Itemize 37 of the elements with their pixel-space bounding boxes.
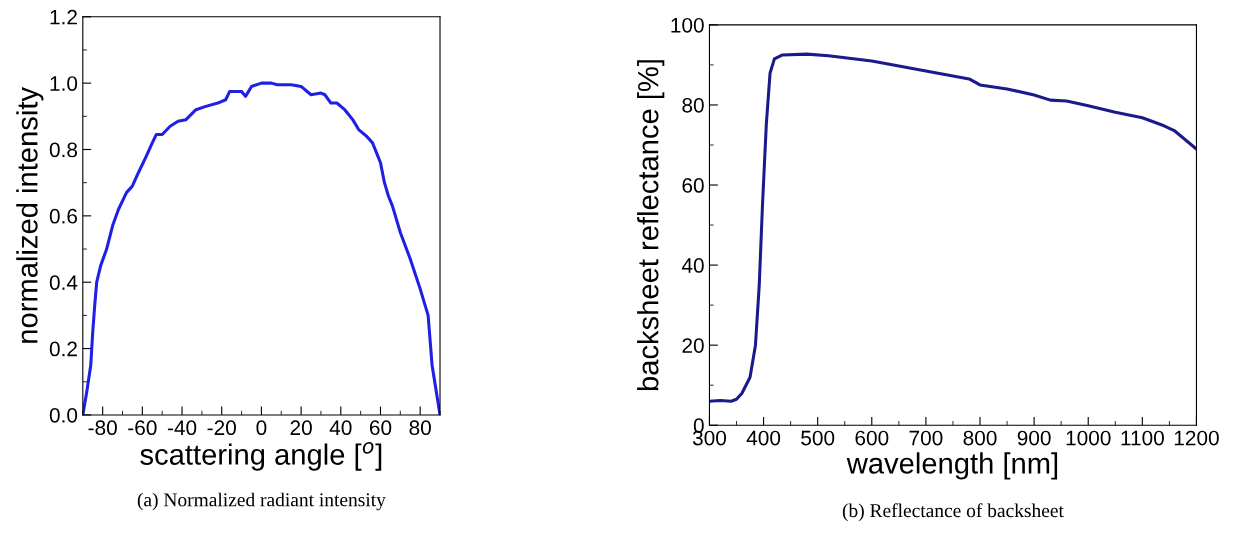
y-tick-label: 80 <box>682 97 704 113</box>
y-axis-title: normalized intensity <box>16 87 44 343</box>
y-tick-label: 100 <box>671 17 704 33</box>
y-tick-label: 60 <box>682 178 704 193</box>
line-series <box>709 52 1197 403</box>
x-tick-label: 1100 <box>1121 430 1164 446</box>
y-tick-label: 1.2 <box>50 9 77 25</box>
x-tick-label: 800 <box>963 430 997 446</box>
y-tick-label: 0.6 <box>49 208 78 224</box>
x-tick-label: 600 <box>855 430 889 446</box>
x-tick-label: 1200 <box>1174 430 1219 446</box>
x-tick-label: -80 <box>88 420 117 436</box>
x-tick-label: -60 <box>128 420 157 436</box>
x-tick-label: 900 <box>1017 430 1051 446</box>
x-axis-title: wavelength [nm] <box>846 452 1058 480</box>
y-axis-title: backsheet reflectance [%] <box>637 60 665 391</box>
x-tick-label: 500 <box>801 430 835 446</box>
y-tick-label: 0.8 <box>49 142 78 158</box>
y-tick-label: 0.0 <box>49 407 78 423</box>
x-tick-label: 60 <box>369 420 392 436</box>
text: (a) Normalized radiant intensity <box>137 492 386 511</box>
x-tick-label: 0 <box>256 420 267 436</box>
text: (b) Reflectance of backsheet <box>842 503 1064 522</box>
x-tick-label: 700 <box>909 430 943 446</box>
x-axis-title: scattering angle [$^{o}$] <box>140 442 382 471</box>
x-tick-label: 400 <box>746 430 781 446</box>
y-tick-label: 40 <box>681 258 704 273</box>
y-tick-label: 0.2 <box>49 341 77 357</box>
x-tick-label: 40 <box>329 420 352 436</box>
x-tick-label: 1000 <box>1066 430 1111 446</box>
x-tick-label: -20 <box>207 420 236 436</box>
y-tick-label: 20 <box>682 338 704 353</box>
x-tick-label: 80 <box>409 420 431 436</box>
y-tick-label: 0.4 <box>49 275 78 290</box>
x-tick-label: -40 <box>167 420 197 436</box>
x-tick-label: 20 <box>290 420 312 436</box>
y-tick-label: 1.0 <box>50 76 78 91</box>
